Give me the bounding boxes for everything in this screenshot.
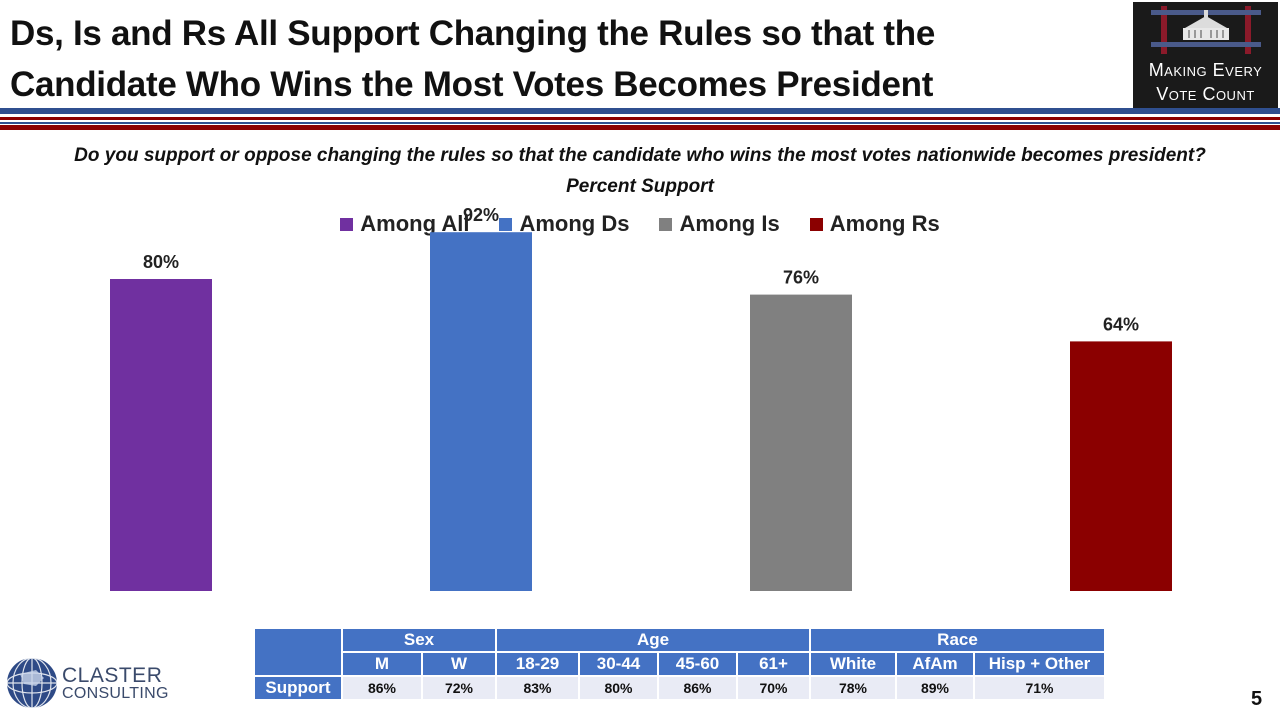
table-cell: 78% [811, 677, 895, 699]
legend-label: Among Is [679, 211, 780, 236]
title-line-1: Ds, Is and Rs All Support Changing the R… [10, 14, 936, 53]
chart-legend: Among All Among Ds Among Is Among Rs [0, 211, 1280, 237]
legend-item-is: Among Is [659, 211, 780, 237]
table-row: Support 86% 72% 83% 80% 86% 70% 78% 89% … [255, 677, 1104, 699]
divider-blue-top [0, 108, 1280, 114]
column-header: W [423, 653, 495, 675]
legend-item-rs: Among Rs [809, 211, 940, 237]
legend-swatch [499, 217, 513, 231]
demographics-table: Sex Age Race M W 18-29 30-44 45-60 61+ W… [253, 627, 1106, 701]
table-cell: 86% [659, 677, 736, 699]
table-corner-cell [255, 629, 341, 675]
logo-line-1: Making Every [1148, 60, 1263, 80]
data-label: 64% [1103, 314, 1139, 334]
column-header: 30-44 [580, 653, 657, 675]
bar-among-all [110, 279, 212, 591]
table-column-row: M W 18-29 30-44 45-60 61+ White AfAm His… [255, 653, 1104, 675]
table-cell: 89% [897, 677, 973, 699]
column-header: 61+ [738, 653, 809, 675]
legend-label: Among Rs [829, 211, 940, 236]
table-cell: 83% [497, 677, 578, 699]
claster-consulting-logo: CLASTER CONSULTING [6, 652, 168, 714]
globe-icon [6, 657, 58, 709]
column-header: White [811, 653, 895, 675]
table-cell: 80% [580, 677, 657, 699]
data-label: 80% [143, 252, 179, 272]
table-cell: 70% [738, 677, 809, 699]
legend-swatch [659, 217, 673, 231]
table-cell: 86% [343, 677, 421, 699]
legend-item-ds: Among Ds [499, 211, 629, 237]
legend-label: Among All [360, 211, 470, 236]
claster-name: CLASTER [62, 664, 163, 687]
bar-among-rs [1070, 341, 1172, 591]
column-header: Hisp + Other [975, 653, 1104, 675]
group-sex: Sex [343, 629, 495, 651]
table-group-row: Sex Age Race [255, 629, 1104, 675]
legend-item-all: Among All [340, 211, 469, 237]
data-label: 92% [463, 205, 499, 225]
column-header: AfAm [897, 653, 973, 675]
chart-subtitle: Percent Support [566, 176, 714, 197]
group-age: Age [497, 629, 809, 651]
table-cell: 71% [975, 677, 1104, 699]
white-house-icon [1151, 6, 1261, 54]
table-cell: 72% [423, 677, 495, 699]
row-label: Support [255, 677, 341, 699]
data-label: 76% [783, 268, 819, 288]
making-every-vote-count-logo: Making Every Vote Count [1133, 2, 1278, 108]
title-line-2: Candidate Who Wins the Most Votes Become… [10, 65, 934, 104]
divider-red-thin [0, 117, 1280, 120]
column-header: M [343, 653, 421, 675]
claster-subtitle: CONSULTING [62, 685, 169, 702]
legend-swatch [340, 217, 354, 231]
legend-swatch [809, 217, 823, 231]
column-header: 18-29 [497, 653, 578, 675]
page-number: 5 [1251, 688, 1263, 710]
page-title: Ds, Is and Rs All Support Changing the R… [10, 8, 1110, 110]
logo-line-2: Vote Count [1156, 84, 1255, 104]
group-race: Race [811, 629, 1104, 651]
survey-question: Do you support or oppose changing the ru… [74, 145, 1206, 166]
divider-red-bottom [0, 125, 1280, 130]
column-header: 45-60 [659, 653, 736, 675]
bar-among-ds [430, 232, 532, 591]
legend-label: Among Ds [519, 211, 630, 236]
divider-blue-bottom [0, 122, 1280, 124]
bar-among-is [750, 294, 852, 591]
